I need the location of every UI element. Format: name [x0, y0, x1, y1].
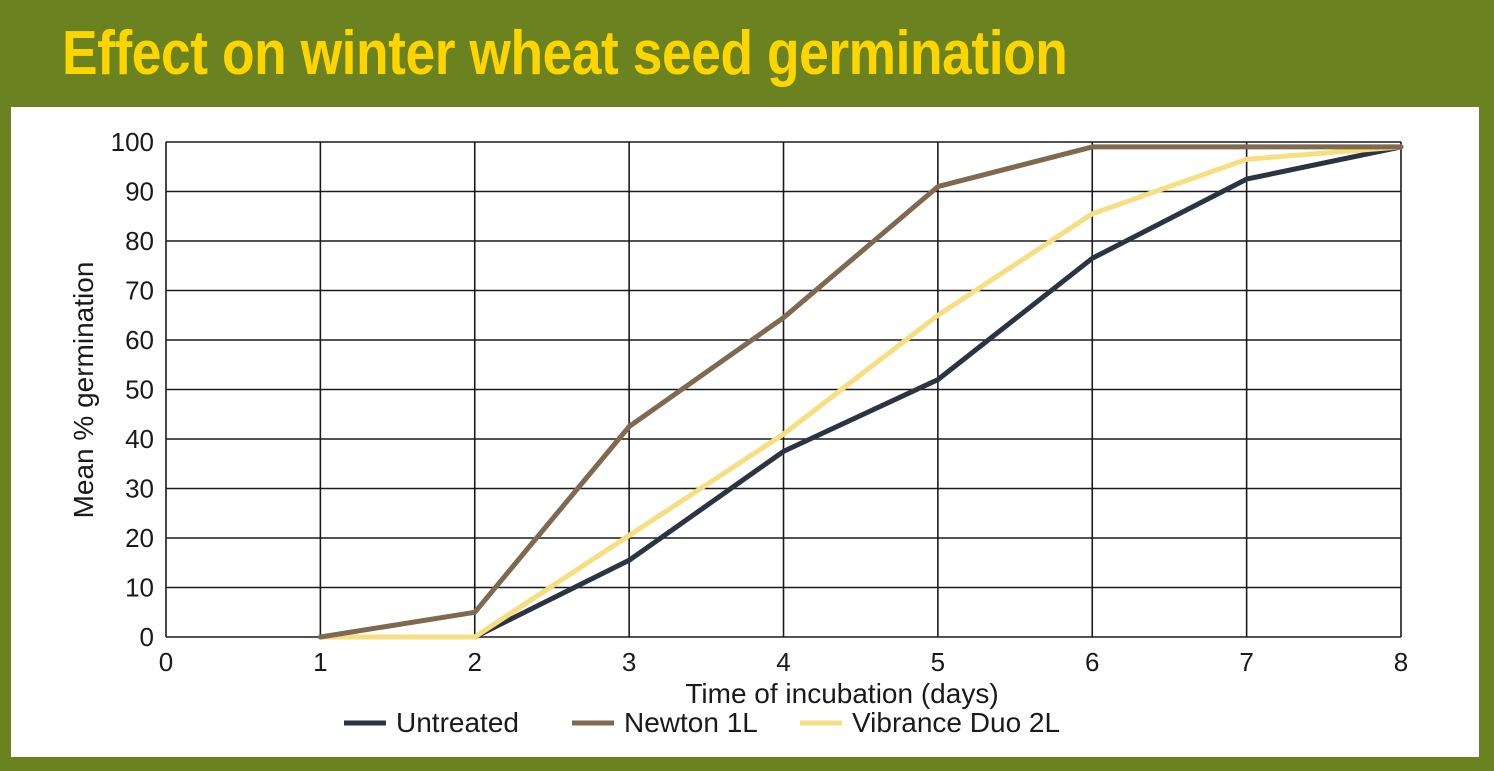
x-tick-label: 7 — [1239, 647, 1253, 677]
title-bar: Effect on winter wheat seed germination — [0, 0, 1494, 107]
series-lines — [317, 144, 1404, 640]
series-line-newton-1l — [317, 144, 1404, 640]
x-tick-label: 6 — [1085, 647, 1099, 677]
y-axis-label: Mean % germination — [68, 262, 99, 519]
y-tick-label: 40 — [125, 424, 154, 454]
x-tick-label: 1 — [313, 647, 327, 677]
x-tick-label: 3 — [622, 647, 636, 677]
x-tick-label: 0 — [159, 647, 173, 677]
x-tick-label: 2 — [468, 647, 482, 677]
legend-label: Vibrance Duo 2L — [852, 707, 1060, 738]
series-line-vibrance-duo-2l — [317, 144, 1404, 640]
y-tick-label: 60 — [125, 325, 154, 355]
x-axis-label: Time of incubation (days) — [685, 678, 998, 709]
chart-panel: 0 10 20 30 40 50 60 70 80 90 100 0 1 2 3 4 5 6 7 8 Mean % … — [11, 107, 1479, 757]
x-tick-label: 4 — [776, 647, 790, 677]
grid-lines — [165, 141, 1402, 638]
y-tick-label: 100 — [111, 127, 154, 157]
y-tick-label: 70 — [125, 276, 154, 306]
x-tick-label: 5 — [931, 647, 945, 677]
y-tick-label: 10 — [125, 573, 154, 603]
chart-title: Effect on winter wheat seed germination — [62, 19, 1068, 88]
y-tick-label: 30 — [125, 474, 154, 504]
y-tick-label: 20 — [125, 523, 154, 553]
y-tick-label: 0 — [140, 622, 154, 652]
legend: Untreated Newton 1L Vibrance Duo 2L — [344, 707, 1060, 738]
x-tick-label: 8 — [1394, 647, 1408, 677]
series-line-untreated — [317, 144, 1404, 640]
y-tick-label: 50 — [125, 375, 154, 405]
y-tick-label: 90 — [125, 177, 154, 207]
y-tick-label: 80 — [125, 226, 154, 256]
legend-label: Newton 1L — [624, 707, 758, 738]
y-tick-labels: 0 10 20 30 40 50 60 70 80 90 100 — [111, 127, 154, 652]
x-tick-labels: 0 1 2 3 4 5 6 7 8 — [159, 647, 1408, 677]
legend-label: Untreated — [396, 707, 519, 738]
line-chart: 0 10 20 30 40 50 60 70 80 90 100 0 1 2 3 4 5 6 7 8 Mean % … — [68, 127, 1408, 738]
